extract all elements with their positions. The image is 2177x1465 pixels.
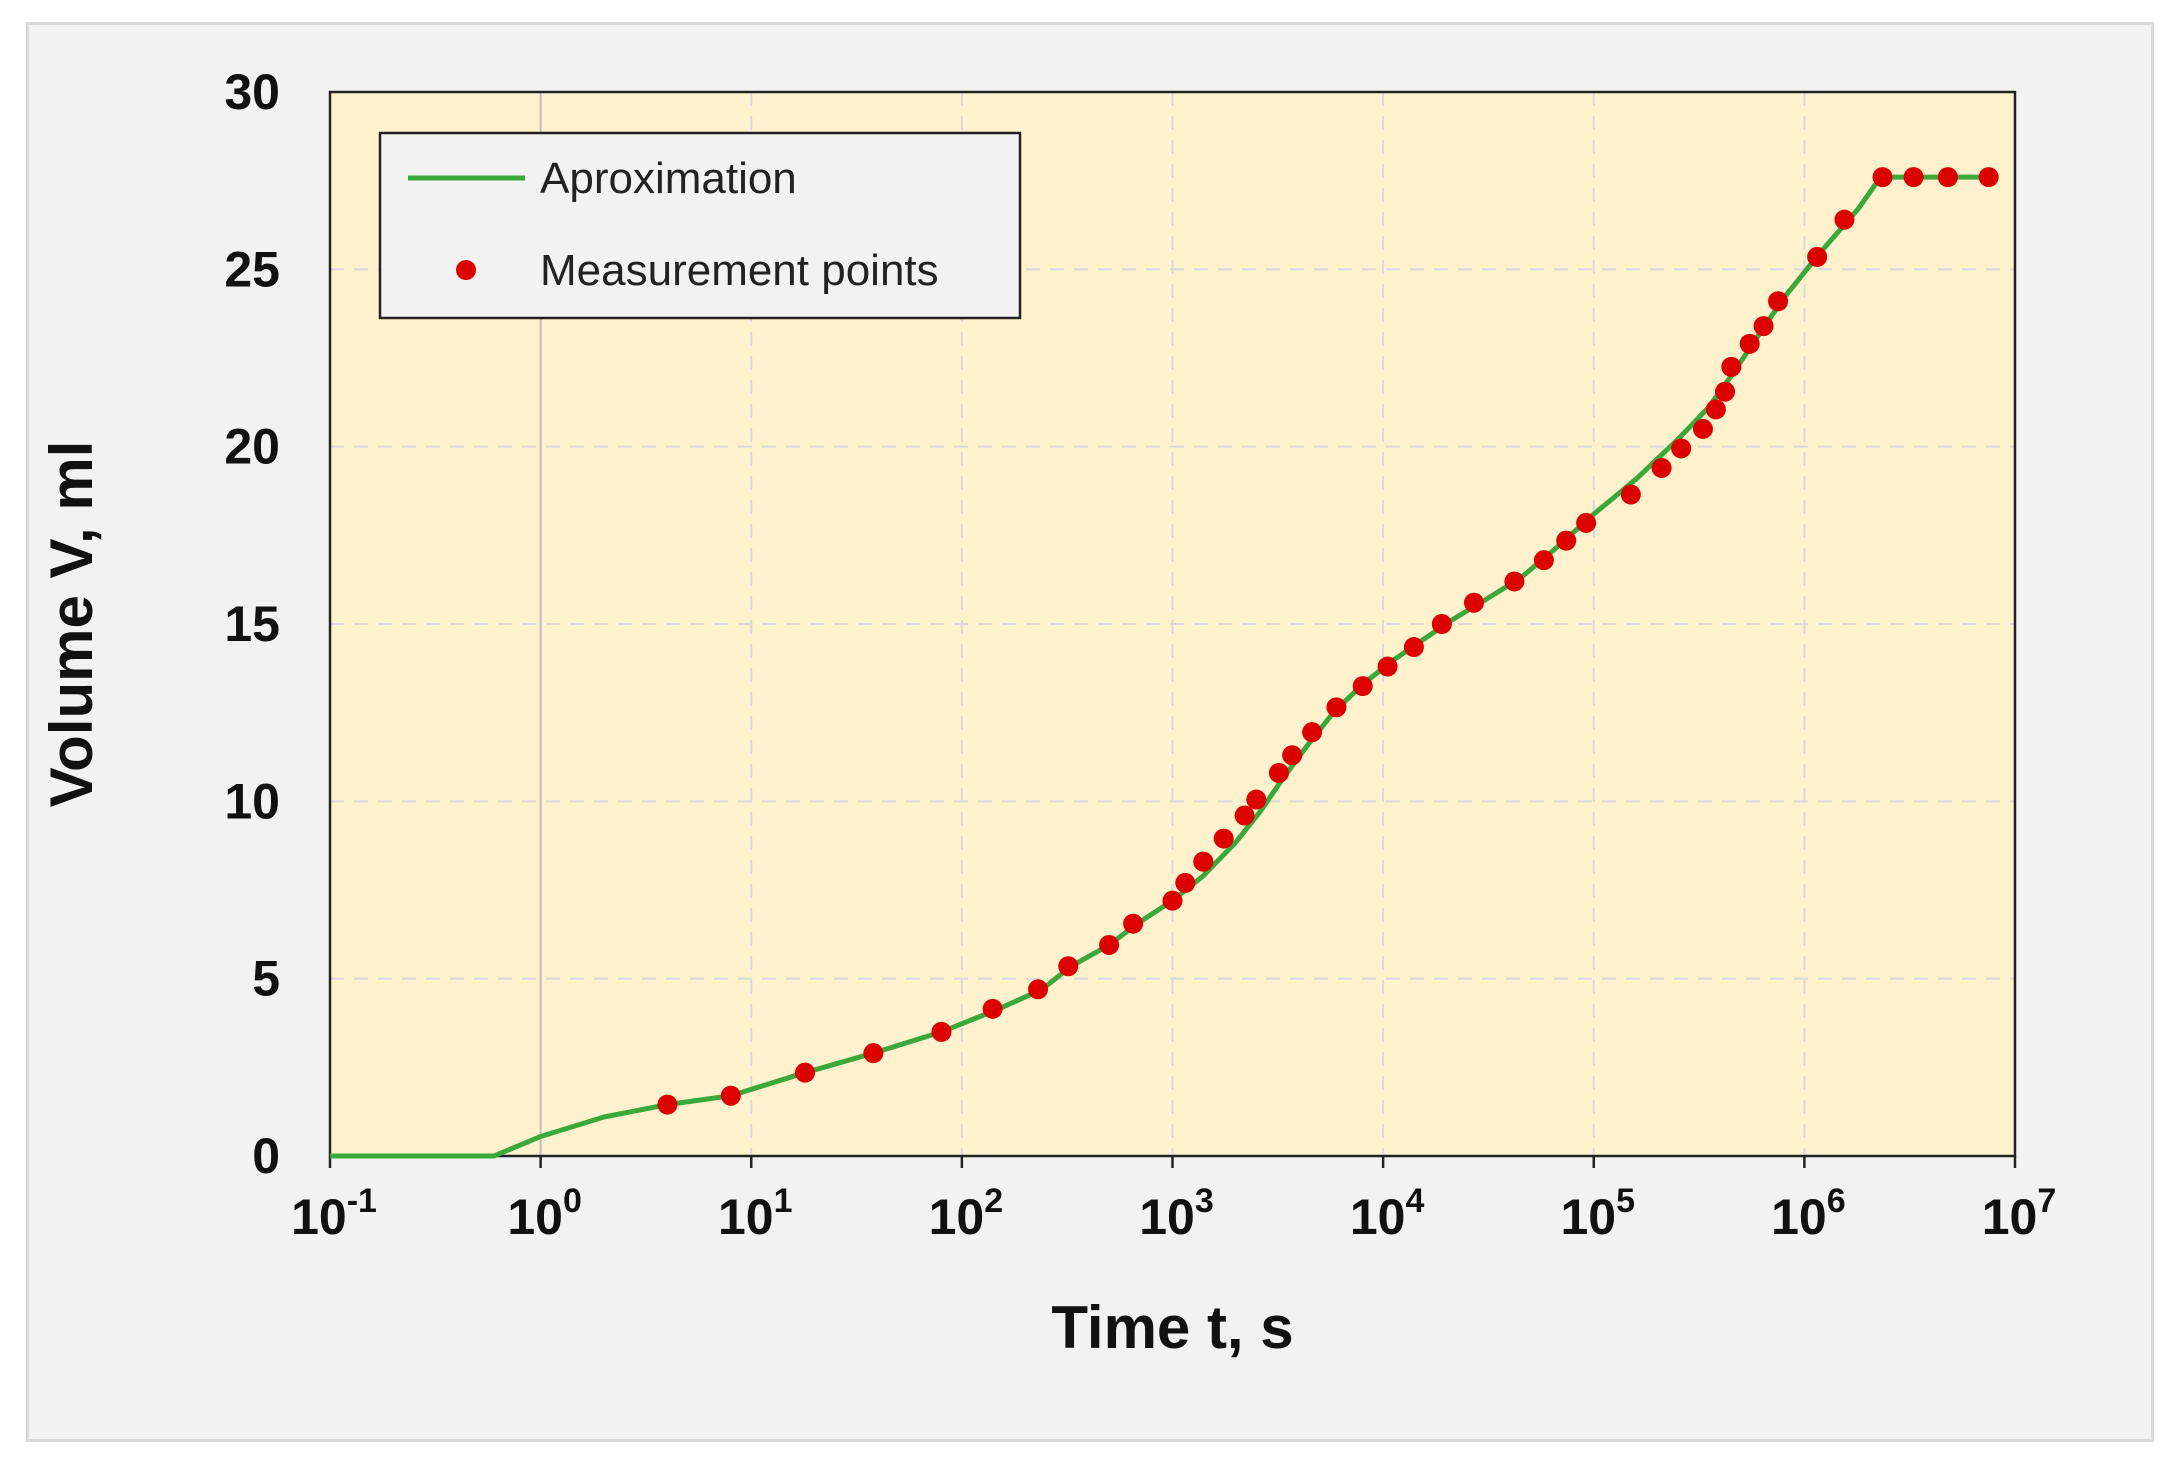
measurement-point [1123, 913, 1144, 934]
y-tick-label: 15 [224, 596, 280, 652]
y-tick-label: 30 [224, 64, 280, 120]
legend-label-aproximation: Aproximation [540, 154, 797, 203]
measurement-point [1246, 789, 1267, 810]
measurement-point [1234, 805, 1255, 826]
legend-box [378, 131, 1022, 320]
x-tick-label: 100 [507, 1182, 582, 1245]
measurement-point [1099, 934, 1120, 955]
y-tick-label: 20 [224, 419, 280, 475]
x-axis-title: Time t, s [1051, 1294, 1293, 1361]
measurement-point [1463, 592, 1484, 613]
measurement-point [657, 1094, 678, 1115]
y-tick-label: 10 [224, 773, 280, 829]
x-tick-labels: 10-1 100 101 102 103 104 105 106 107 [291, 1182, 2056, 1245]
measurement-point [1768, 291, 1789, 312]
y-tick-labels: 0 5 10 15 20 25 30 [224, 64, 280, 1184]
measurement-point [1978, 167, 1999, 188]
x-tick-label: 106 [1771, 1182, 1846, 1245]
measurement-point [1403, 637, 1424, 658]
measurement-point [982, 998, 1003, 1019]
measurement-point [1671, 438, 1692, 459]
measurement-point [1556, 530, 1577, 551]
y-tick-label: 0 [252, 1128, 280, 1184]
measurement-point [1753, 316, 1774, 337]
measurement-point [1692, 418, 1713, 439]
x-tick-label: 107 [1982, 1182, 2057, 1245]
measurement-point [1282, 745, 1303, 766]
measurement-point [1872, 167, 1893, 188]
x-tick-label: 10-1 [291, 1182, 377, 1245]
measurement-point [1268, 762, 1289, 783]
measurement-point [1807, 246, 1828, 267]
measurement-point [1193, 851, 1214, 872]
measurement-point [1834, 209, 1855, 230]
axis-marks [328, 1156, 2017, 1168]
measurement-point [1533, 550, 1554, 571]
measurement-point [1620, 484, 1641, 505]
y-tick-label: 25 [224, 241, 280, 297]
x-tick-label: 104 [1350, 1182, 1425, 1245]
measurement-point [1937, 167, 1958, 188]
x-tick-label: 102 [929, 1182, 1004, 1245]
x-tick-label: 105 [1560, 1182, 1635, 1245]
measurement-point [1213, 828, 1234, 849]
measurement-point [1705, 399, 1726, 420]
measurement-point [1739, 333, 1760, 354]
measurement-point [931, 1021, 952, 1042]
measurement-point [1326, 697, 1347, 718]
measurement-point [1576, 512, 1597, 533]
measurement-point [1715, 381, 1736, 402]
series-layer [330, 167, 1999, 1159]
measurement-point [1721, 356, 1742, 377]
measurement-point [1903, 167, 1924, 188]
measurement-point [1028, 979, 1049, 1000]
measurement-point [1431, 614, 1452, 634]
measurement-point [1504, 571, 1525, 592]
measurement-point [720, 1085, 741, 1106]
y-axis-title: Volume V, ml [38, 441, 105, 808]
legend-point-swatch [456, 260, 476, 280]
plot-border [328, 90, 2017, 1158]
measurement-point [1058, 956, 1079, 977]
measurement-point [795, 1062, 816, 1083]
x-tick-label: 101 [718, 1182, 793, 1245]
measurement-point [1651, 457, 1672, 478]
measurement-point [863, 1043, 884, 1064]
x-tick-label: 103 [1139, 1182, 1214, 1245]
y-tick-label: 5 [252, 951, 280, 1007]
measurement-point [1162, 890, 1183, 911]
measurement-point [1175, 872, 1196, 893]
legend-label-measurement-points: Measurement points [540, 246, 939, 295]
measurement-point [1377, 656, 1398, 677]
measurement-point [1352, 676, 1373, 697]
legend: Aproximation Measurement points [378, 131, 1022, 320]
measurement-point [1302, 722, 1323, 743]
